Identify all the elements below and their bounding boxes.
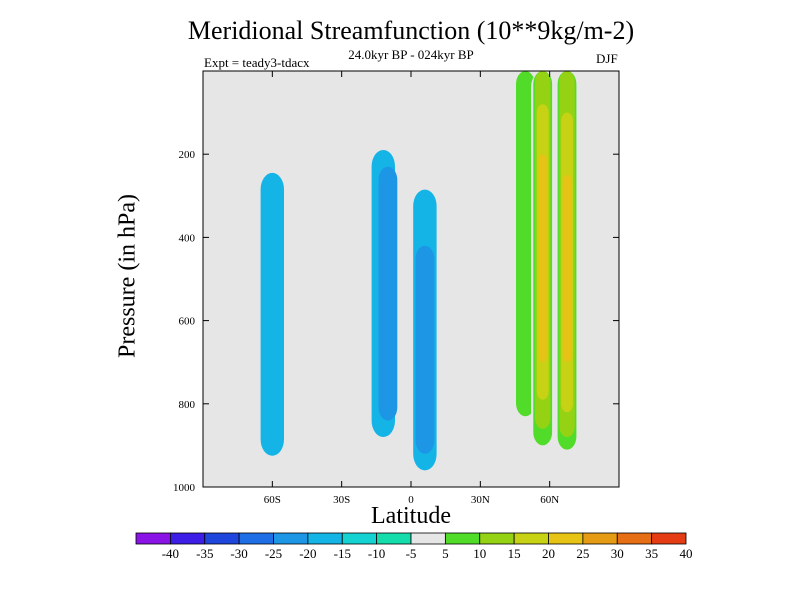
- colorbar-label-0: -40: [162, 546, 179, 561]
- colorbar: -40 -35 -30 -25 -20 -15 -10 -5 5 10 15 20 25 30 35 40: [135, 532, 693, 561]
- colorbar-swatch-15: [651, 532, 687, 545]
- contour-cell-4: [378, 166, 398, 421]
- colorbar-label-13: 30: [611, 546, 624, 561]
- x-tick-label-4: 60N: [540, 494, 559, 506]
- colorbar-label-15: 40: [680, 546, 693, 561]
- x-tick-label-0: 60S: [264, 494, 281, 506]
- colorbar-label-12: 25: [576, 546, 589, 561]
- y-tick-label-4: 1000: [173, 482, 196, 494]
- colorbar-label-3: -25: [265, 546, 282, 561]
- colorbar-swatch-1: [169, 532, 206, 545]
- x-tick-label-2: 0: [408, 494, 414, 506]
- chart-title: Meridional Streamfunction (10**9kg/m-2): [187, 16, 635, 45]
- colorbar-label-4: -20: [299, 546, 316, 561]
- x-axis-ticks: 60S 30S 0 30N 60N: [264, 71, 559, 506]
- colorbar-swatch-8: [410, 532, 446, 545]
- contour-cell-2: [260, 172, 284, 456]
- colorbar-swatch-10: [479, 532, 515, 545]
- colorbar-label-9: 10: [473, 546, 486, 561]
- contour-cell-18: [562, 175, 571, 363]
- colorbar-swatch-3: [238, 532, 274, 545]
- colorbar-label-1: -35: [196, 546, 213, 561]
- contour-cell-1: [289, 71, 313, 107]
- contour-cell-6: [415, 245, 435, 454]
- contour-cell-0: [220, 208, 244, 288]
- contour-cell-8: [516, 71, 535, 417]
- colorbar-label-11: 20: [542, 546, 555, 561]
- colorbar-swatch-4: [273, 532, 309, 545]
- colorbar-label-14: 35: [645, 546, 658, 561]
- colorbar-label-8: 5: [442, 546, 449, 561]
- colorbar-swatch-14: [616, 532, 653, 545]
- colorbar-label-7: -5: [406, 546, 417, 561]
- y-tick-label-0: 200: [179, 149, 196, 161]
- contour-cell-13: [538, 154, 547, 363]
- y-tick-label-3: 800: [179, 399, 196, 411]
- chart-subtitle: 24.0kyr BP - 024kyr BP: [348, 47, 474, 62]
- colorbar-swatch-13: [582, 532, 618, 545]
- colorbar-swatch-2: [204, 532, 240, 545]
- colorbar-swatch-7: [376, 532, 412, 545]
- colorbar-swatch-12: [548, 532, 584, 545]
- colorbar-swatch-0: [135, 532, 171, 545]
- x-tick-label-1: 30S: [333, 494, 350, 506]
- x-axis-label: Latitude: [371, 503, 451, 529]
- colorbar-swatch-5: [307, 532, 343, 545]
- y-axis-ticks: 200 400 600 800 1000: [173, 149, 619, 494]
- colorbar-label-2: -30: [230, 546, 247, 561]
- experiment-label: Expt = teady3-tdacx: [204, 55, 310, 70]
- x-tick-label-3: 30N: [471, 494, 490, 506]
- contour-fills: [220, 71, 579, 471]
- y-tick-label-1: 400: [179, 232, 196, 244]
- colorbar-swatch-11: [513, 532, 549, 545]
- season-label: DJF: [596, 51, 618, 66]
- colorbar-label-10: 15: [508, 546, 521, 561]
- colorbar-label-6: -10: [368, 546, 385, 561]
- colorbar-label-5: -15: [334, 546, 351, 561]
- y-tick-label-2: 600: [179, 316, 196, 328]
- colorbar-swatch-9: [444, 532, 481, 545]
- colorbar-swatch-6: [341, 532, 378, 545]
